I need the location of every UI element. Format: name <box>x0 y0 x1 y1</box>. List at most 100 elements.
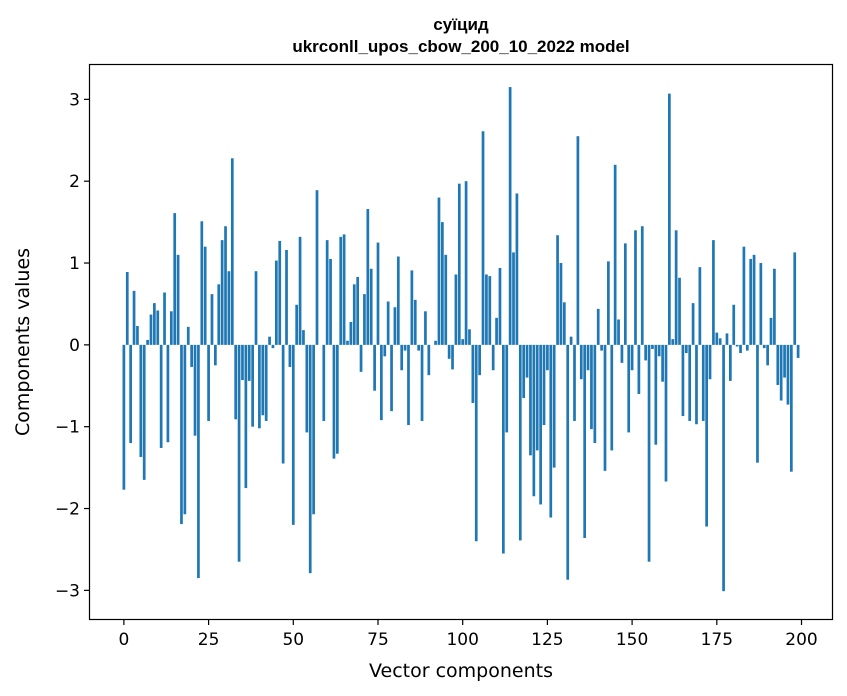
bar <box>241 344 244 381</box>
bar <box>488 276 492 345</box>
bar <box>190 344 193 367</box>
bar <box>529 344 532 456</box>
bar <box>329 258 332 345</box>
bar <box>729 344 732 381</box>
bar <box>325 240 329 345</box>
bar <box>535 344 539 451</box>
bar <box>603 344 607 471</box>
bar <box>630 344 634 371</box>
bar <box>762 344 766 349</box>
bar <box>193 344 197 436</box>
bar <box>471 344 475 403</box>
bar <box>576 136 580 345</box>
bar <box>305 344 309 433</box>
bar <box>197 344 200 579</box>
bar <box>332 344 336 459</box>
x-tick-label: 175 <box>701 630 733 650</box>
bar <box>515 193 519 345</box>
bar <box>288 344 292 367</box>
bar <box>562 302 566 345</box>
bar <box>678 277 681 345</box>
bar <box>383 344 387 357</box>
bar <box>522 344 526 399</box>
bar <box>176 254 180 345</box>
bar <box>637 344 641 394</box>
bar <box>769 317 773 345</box>
bar <box>773 268 776 345</box>
x-tick-label: 50 <box>282 630 304 650</box>
bar <box>349 321 353 345</box>
bar <box>183 344 187 515</box>
bar <box>295 304 299 345</box>
bar <box>569 336 573 345</box>
bar <box>122 344 126 490</box>
bar <box>742 246 746 345</box>
bar <box>234 344 238 420</box>
y-axis-ticks: −3 −2 −1 0 1 2 3 <box>55 90 90 601</box>
bar <box>610 344 614 451</box>
bar <box>518 344 522 541</box>
bar <box>461 339 465 345</box>
bars-group <box>122 87 800 592</box>
bar <box>502 344 505 554</box>
bar <box>701 344 705 421</box>
bar <box>532 344 536 497</box>
bar <box>407 344 410 426</box>
bar <box>237 344 241 562</box>
bar <box>207 344 210 421</box>
bar <box>752 254 756 345</box>
bar <box>668 93 671 345</box>
bar <box>539 344 542 505</box>
x-tick-label: 125 <box>531 630 563 650</box>
bar <box>586 344 590 371</box>
bar <box>227 271 231 345</box>
bar <box>393 307 397 345</box>
bar <box>590 344 593 430</box>
bar <box>718 338 722 345</box>
bar <box>274 260 278 345</box>
x-axis-ticks: 0 25 50 75 100 125 150 175 200 <box>118 619 818 650</box>
y-tick-label: 1 <box>69 254 80 274</box>
bar <box>173 213 177 345</box>
x-tick-label: 150 <box>616 630 648 650</box>
bar <box>129 344 133 444</box>
bar <box>380 344 383 421</box>
bar <box>169 311 173 345</box>
bar <box>254 271 258 345</box>
bar <box>549 344 553 518</box>
bar <box>508 87 512 345</box>
bar <box>247 344 251 381</box>
bar <box>695 344 698 425</box>
x-axis-label: Vector components <box>369 660 553 682</box>
bar <box>688 344 692 421</box>
bar <box>657 344 661 357</box>
bar <box>552 344 556 468</box>
bar <box>684 344 688 354</box>
bar <box>566 344 570 580</box>
bar <box>149 314 153 345</box>
bar <box>512 252 515 345</box>
bar <box>674 230 678 345</box>
bar <box>146 339 149 345</box>
bar <box>224 226 227 345</box>
bar <box>214 344 217 366</box>
bar <box>441 222 444 345</box>
bar <box>478 344 481 376</box>
bar <box>166 344 170 443</box>
bar <box>139 344 143 457</box>
bar <box>454 274 458 345</box>
bar <box>261 344 265 416</box>
bar <box>705 344 708 527</box>
bar <box>447 344 451 359</box>
bar <box>352 284 356 345</box>
bar <box>312 344 315 515</box>
bar <box>756 344 759 463</box>
bar <box>417 344 420 351</box>
bar <box>396 256 400 345</box>
bar <box>180 344 183 525</box>
bar <box>359 344 363 372</box>
bar <box>258 344 261 429</box>
bar <box>759 263 763 345</box>
bar <box>125 272 129 345</box>
